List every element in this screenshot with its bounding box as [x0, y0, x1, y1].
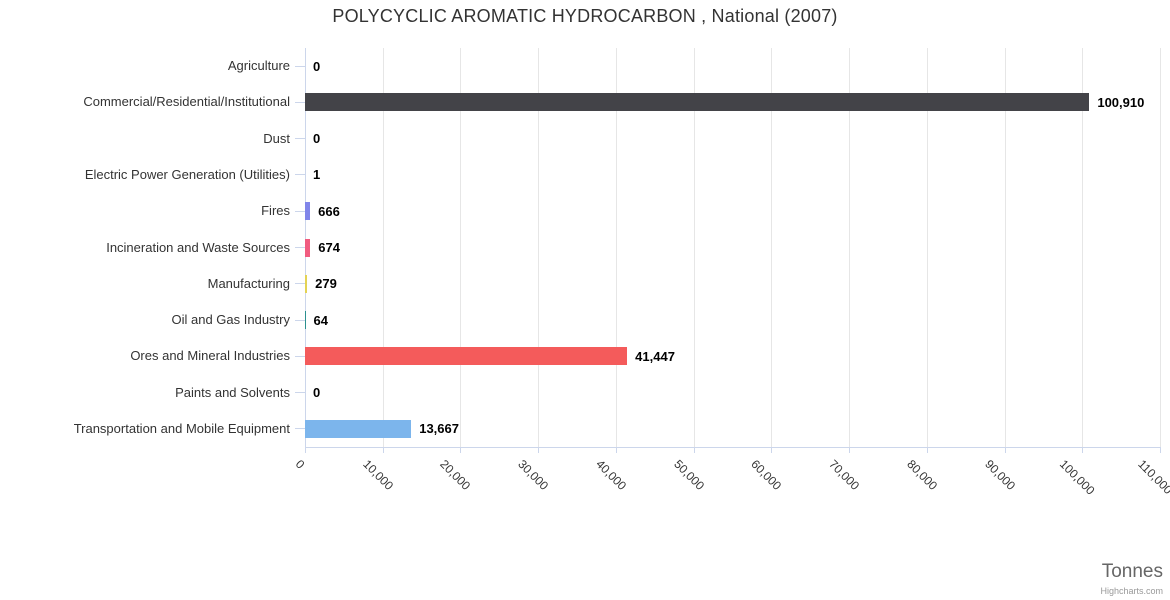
- category-label: Ores and Mineral Industries: [130, 348, 290, 364]
- x-axis-label-text: 20,000: [437, 457, 474, 493]
- chart-title: POLYCYCLIC AROMATIC HYDROCARBON , Nation…: [332, 6, 838, 26]
- category-label: Transportation and Mobile Equipment: [73, 420, 290, 436]
- y-axis-tick: [295, 210, 305, 212]
- gridline: [926, 48, 928, 447]
- y-axis-tick: [295, 428, 305, 430]
- data-label: 0: [313, 58, 321, 74]
- gridline: [693, 48, 695, 447]
- data-label: 1: [313, 167, 321, 183]
- data-label: 41,447: [635, 348, 675, 364]
- category-label: Dust: [263, 130, 290, 146]
- x-axis-tick: [1004, 447, 1006, 453]
- gridline: [771, 48, 773, 447]
- bar[interactable]: [305, 419, 412, 438]
- x-axis-label-text: 0: [292, 457, 308, 472]
- gridline: [460, 48, 462, 447]
- gridline: [615, 48, 617, 447]
- bar[interactable]: [305, 347, 628, 366]
- x-axis-tick: [460, 447, 462, 453]
- x-axis-tick: [693, 447, 695, 453]
- y-axis-tick: [295, 247, 305, 248]
- gridline: [382, 48, 384, 447]
- bar[interactable]: [305, 202, 311, 221]
- category-label: Paints and Solvents: [175, 384, 290, 400]
- data-label: 0: [313, 131, 321, 147]
- y-axis-tick: [295, 355, 305, 357]
- x-axis-line: [305, 447, 1161, 448]
- gridline: [1160, 48, 1161, 447]
- x-axis-tick: [382, 447, 384, 453]
- x-axis-tick: [771, 447, 773, 453]
- data-label: 13,667: [419, 421, 459, 437]
- category-label: Electric Power Generation (Utilities): [84, 166, 290, 182]
- category-label: Commercial/Residential/Institutional: [83, 94, 290, 110]
- data-label: 674: [318, 240, 340, 255]
- x-axis-tick: [615, 447, 617, 453]
- category-label: Agriculture: [227, 58, 290, 74]
- x-axis-label-text: 70,000: [826, 457, 863, 493]
- x-axis-tick: [305, 447, 306, 453]
- x-axis-label-text: 10,000: [359, 457, 396, 493]
- y-axis-tick: [295, 283, 305, 285]
- x-axis-label-text: 30,000: [515, 457, 552, 493]
- gridline: [1004, 48, 1006, 447]
- x-axis-label-text: 60,000: [748, 457, 785, 493]
- data-label: 279: [315, 276, 337, 292]
- y-axis-tick: [295, 392, 305, 394]
- bar[interactable]: [305, 274, 308, 293]
- y-axis-tick: [295, 101, 305, 103]
- gridline: [849, 48, 851, 447]
- bar[interactable]: [305, 93, 1090, 112]
- x-axis-label-text: 110,000: [1135, 457, 1170, 497]
- y-axis-tick: [295, 319, 305, 321]
- y-axis-tick: [295, 138, 305, 140]
- y-axis-tick: [295, 174, 305, 176]
- x-axis-tick: [849, 447, 851, 453]
- y-axis-tick: [295, 65, 305, 67]
- x-axis-label-text: 40,000: [593, 457, 630, 493]
- highcharts-credit-link[interactable]: Highcharts.com: [1100, 586, 1163, 596]
- x-axis-label-text: 100,000: [1057, 457, 1098, 498]
- category-label: Oil and Gas Industry: [171, 312, 291, 328]
- category-label: Fires: [261, 203, 290, 219]
- x-axis-tick: [1160, 447, 1161, 453]
- x-axis-label-text: 90,000: [981, 457, 1018, 493]
- gridline: [538, 48, 540, 447]
- x-axis-tick: [926, 447, 928, 453]
- bar[interactable]: [305, 238, 311, 257]
- x-axis-tick: [538, 447, 540, 453]
- category-label: Manufacturing: [207, 275, 290, 291]
- x-axis-title: Tonnes: [1101, 561, 1163, 582]
- gridline: [1082, 48, 1084, 447]
- x-axis-label-text: 50,000: [670, 457, 707, 493]
- x-axis-label-text: 80,000: [904, 457, 940, 493]
- category-label: Incineration and Waste Sources: [106, 239, 290, 255]
- x-axis-tick: [1082, 447, 1084, 453]
- data-label: 100,910: [1097, 94, 1145, 110]
- data-label: 0: [313, 385, 321, 401]
- data-label: 666: [318, 203, 340, 219]
- data-label: 64: [313, 312, 328, 328]
